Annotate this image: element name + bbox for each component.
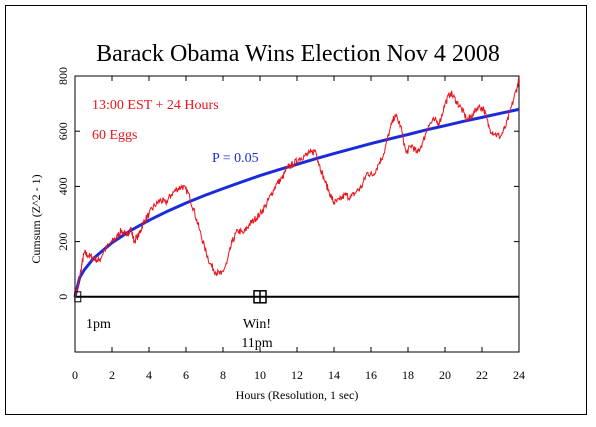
start-marker: [74, 291, 82, 303]
eggs-annotation: 60 Eggs: [92, 128, 138, 143]
x-tick-label: 10: [254, 368, 266, 382]
x-tick-label: 8: [220, 368, 226, 382]
x-tick-label: 6: [183, 368, 189, 382]
x-tick-label: 0: [72, 368, 78, 382]
x-tick-label: 4: [146, 368, 152, 382]
x-tick-label: 16: [365, 368, 377, 382]
time-window-annotation: 13:00 EST + 24 Hours: [92, 98, 219, 113]
win-time-label: 11pm: [241, 336, 272, 351]
y-tick-label: 800: [56, 67, 70, 85]
plot-area: [74, 75, 520, 353]
p-value-annotation: P = 0.05: [212, 151, 259, 166]
probability-envelope-line: [73, 107, 520, 298]
y-axis-label: Cumsum (Z^2 - 1): [29, 174, 43, 263]
chart-title: Barack Obama Wins Election Nov 4 2008: [96, 41, 500, 67]
x-tick-label: 22: [476, 368, 488, 382]
y-tick-label: 600: [56, 122, 70, 140]
x-axis-label: Hours (Resolution, 1 sec): [236, 388, 359, 402]
win-label: Win!: [243, 317, 271, 332]
y-tick-label: 200: [56, 233, 70, 251]
start-time-label: 1pm: [86, 317, 111, 332]
cumsum-line: [74, 77, 520, 298]
y-tick-label: 0: [56, 294, 70, 300]
x-tick-label: 18: [402, 368, 414, 382]
x-tick-label: 12: [291, 368, 303, 382]
chart-frame: [5, 5, 587, 415]
x-tick-label: 2: [109, 368, 115, 382]
x-tick-label: 24: [513, 368, 525, 382]
x-tick-label: 14: [328, 368, 340, 382]
y-tick-label: 400: [56, 177, 70, 195]
x-tick-label: 20: [439, 368, 451, 382]
